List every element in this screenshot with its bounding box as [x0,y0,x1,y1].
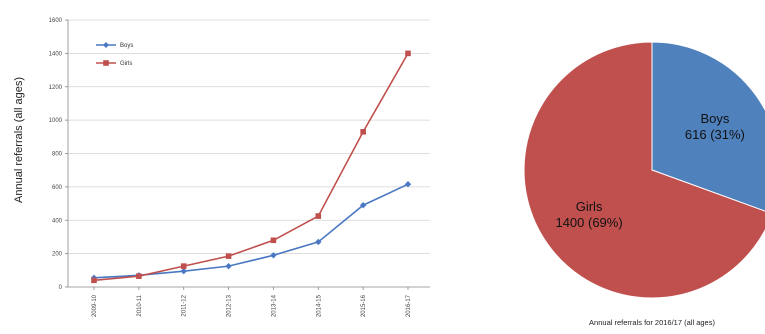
girls-point [270,237,277,244]
y-tick-label: 1400 [49,51,63,57]
x-tick-label: 2012-13 [227,294,233,317]
girls-point [360,129,366,135]
boys-point [180,267,187,275]
y-tick-label: 1000 [49,118,63,124]
girls-line [93,52,409,282]
legend-girls-marker [103,60,109,66]
pie-label-boys-name: Boys [700,111,729,126]
girls-point [180,263,187,269]
pie-label-boys-value: 616 (31%) [685,127,745,142]
boys-point [225,262,232,270]
pie-slice-boys [651,41,765,212]
pie-caption: Annual referrals for 2016/17 (all ages) [589,318,715,327]
y-tick-label: 1600 [49,18,63,24]
legend-boys-marker [103,42,109,48]
girls-point [315,213,322,219]
x-tick-label: 2011-12 [182,294,188,316]
girls-point [136,273,142,279]
legend-boys-label: Boys [120,43,133,49]
y-tick-label: 600 [52,185,63,191]
x-tick-label: 2009-10 [92,294,98,317]
pie-slice-girls [523,41,765,299]
x-tick-label: 2013-14 [271,294,277,317]
boys-point [270,252,277,259]
x-tick-label: 2010-11 [137,294,143,316]
boys-point [404,181,412,188]
girls-point [225,253,232,259]
y-tick-label: 1200 [49,85,63,91]
y-tick-label: 0 [59,285,63,291]
y-tick-label: 800 [52,152,63,158]
boys-point [315,238,322,246]
x-tick-label: 2014-15 [316,294,322,317]
pie-label-girls-value: 1400 (69%) [555,215,622,230]
girls-point [405,50,411,57]
legend-girls-label: Girls [120,61,132,67]
pie-label-girls-name: Girls [576,199,603,214]
boys-point [359,202,367,209]
y-axis-label: Annual referrals (all ages) [13,77,25,203]
x-tick-label: 2016-17 [406,294,412,317]
line-chart: 0 200 400 600 800 1000 1200 1400 1600 2009-10 201… [13,18,430,317]
x-tick-label: 2015-16 [361,294,367,317]
y-tick-label: 200 [52,252,63,258]
y-tick-label: 400 [52,218,63,224]
girls-point [91,277,97,284]
